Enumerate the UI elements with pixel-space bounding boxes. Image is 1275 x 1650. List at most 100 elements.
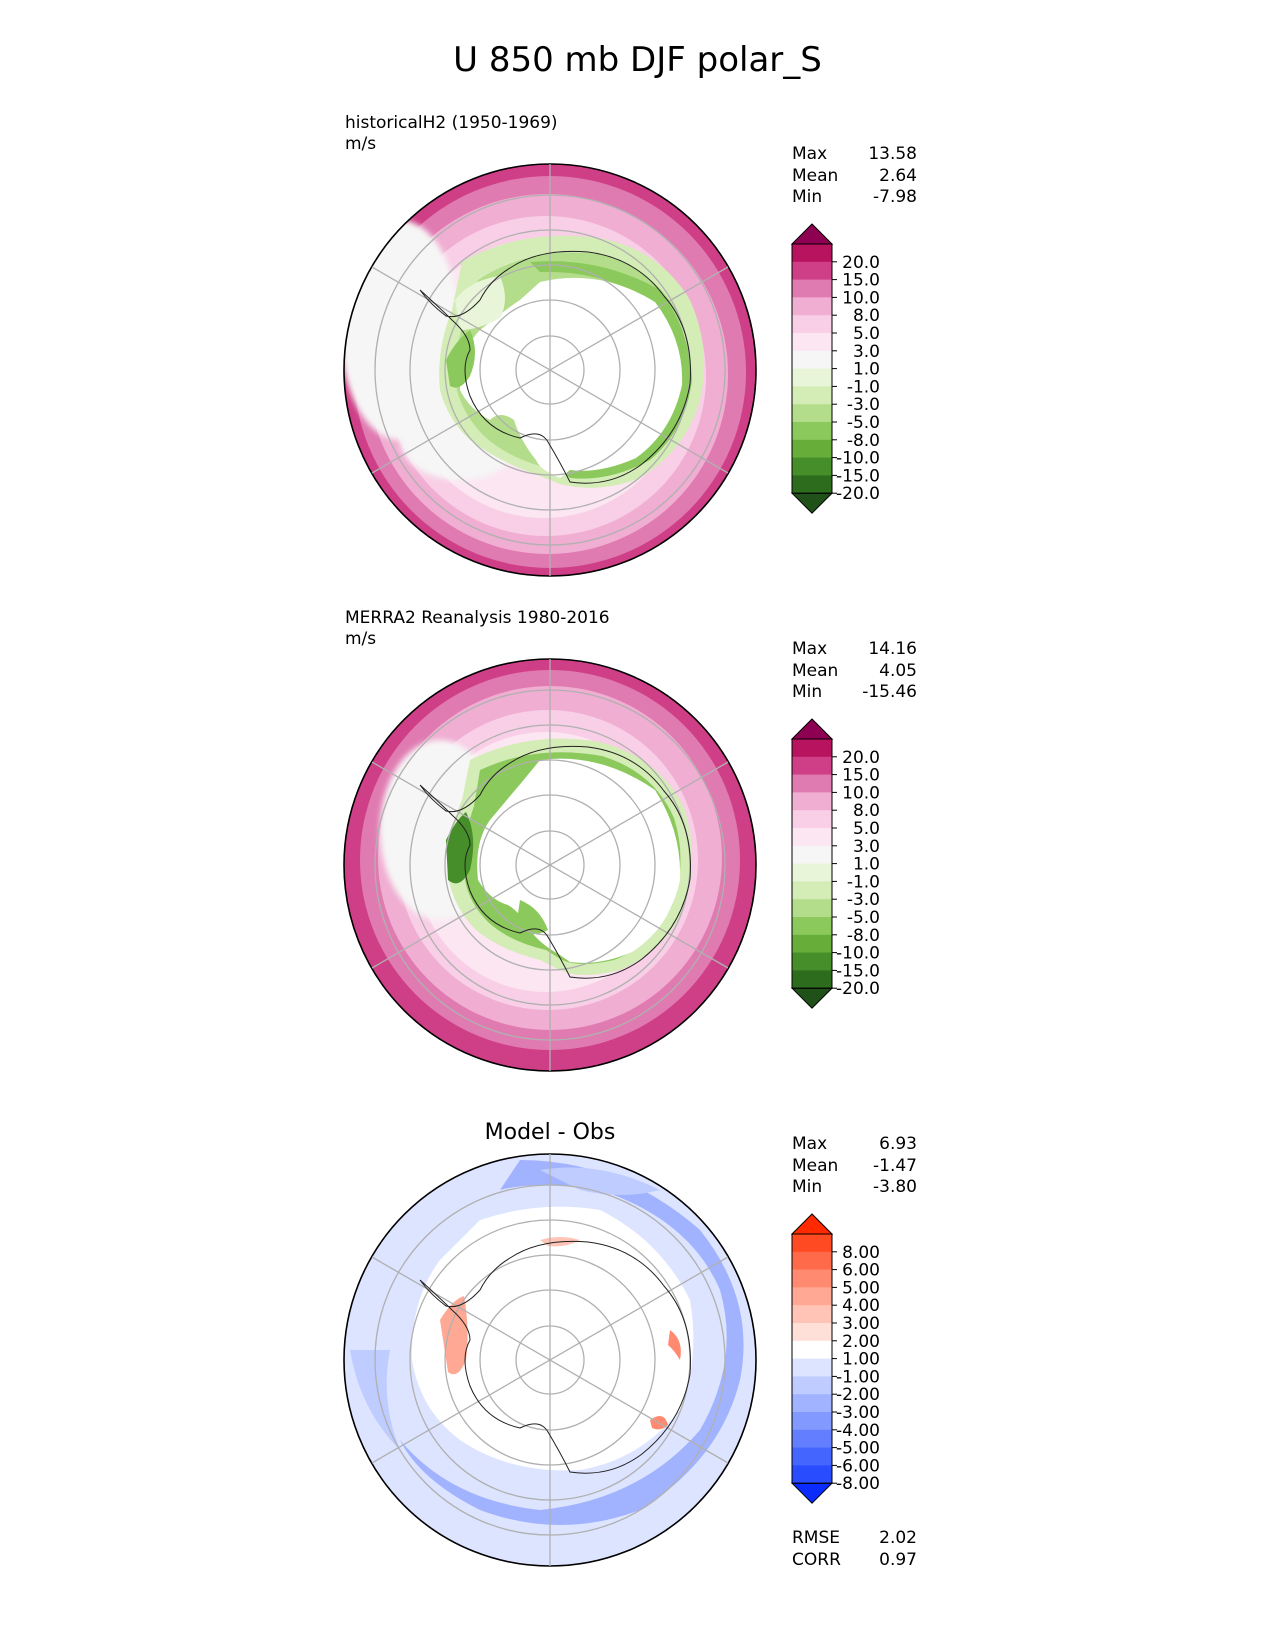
colorbar-tick-label: -20.0	[836, 484, 880, 504]
colorbar-segment	[792, 1358, 832, 1377]
colorbar-segment	[792, 899, 832, 918]
stat-name: Max	[792, 639, 828, 659]
colorbar-segment	[792, 1394, 832, 1413]
colorbar-tick-label: 8.0	[853, 306, 880, 326]
colorbar-segment	[792, 261, 832, 281]
panel-1-units: m/s	[345, 134, 377, 154]
panel-1-stats: Max 13.58 Mean 2.64 Min -7.98	[792, 144, 917, 209]
colorbar-tick-label: 1.0	[853, 855, 880, 875]
panel-2-stats: Max 14.16 Mean 4.05 Min -15.46	[792, 639, 917, 704]
colorbar-segment	[792, 1287, 832, 1306]
colorbar-tick-label: -1.0	[847, 377, 880, 397]
colorbar-segment	[792, 863, 832, 882]
colorbar-segment	[792, 845, 832, 865]
colorbar-segment	[792, 917, 832, 936]
panel-1-title: historicalH2 (1950-1969)	[345, 113, 558, 133]
colorbar-segment	[792, 810, 832, 829]
colorbar-tick-label: -5.0	[847, 413, 880, 433]
panel-2-label: MERRA2 Reanalysis 1980-2016 m/s	[345, 608, 610, 650]
colorbar-tick-label: 2.00	[842, 1332, 880, 1352]
stat-value: -15.46	[862, 682, 917, 702]
figure-title: U 850 mb DJF polar_S	[453, 40, 822, 80]
colorbar-segment	[792, 404, 832, 423]
colorbar-segment	[792, 1376, 832, 1395]
colorbar-segment	[792, 475, 832, 494]
colorbar-tick-label: -10.0	[836, 449, 880, 469]
colorbar-tick-label: -1.00	[836, 1367, 880, 1387]
stat-name: Max	[792, 144, 828, 164]
colorbar-segment	[792, 279, 832, 298]
stat-name: Min	[792, 1177, 823, 1197]
colorbar-segment	[792, 774, 832, 793]
colorbar-tick-label: -15.0	[836, 961, 880, 981]
colorbar-tick-label: -5.0	[847, 908, 880, 928]
stat-name: Max	[792, 1134, 828, 1154]
colorbar-segment	[792, 422, 832, 441]
colorbar-tick-label: -5.00	[836, 1439, 880, 1459]
polar-map-difference	[343, 1153, 757, 1567]
colorbar-tick-label: -10.0	[836, 944, 880, 964]
colorbar-historical: 20.015.010.08.05.03.01.0-1.0-3.0-5.0-8.0…	[790, 223, 880, 514]
metric-value: 2.02	[879, 1528, 917, 1548]
colorbar-tick-label: 20.0	[842, 748, 880, 768]
colorbar-segment	[792, 315, 832, 334]
stat-value: -3.80	[873, 1177, 917, 1197]
colorbar-segment	[792, 1340, 832, 1360]
colorbar-tick-label: 1.00	[842, 1350, 880, 1370]
colorbar-tick-label: 4.00	[842, 1296, 880, 1316]
colorbar-tick-label: -1.0	[847, 872, 880, 892]
stat-value: -7.98	[873, 187, 917, 207]
colorbar-tick-label: 6.00	[842, 1261, 880, 1281]
colorbar-extend-max	[790, 718, 834, 740]
colorbar-tick-label: -8.0	[847, 926, 880, 946]
colorbar-segment	[792, 1305, 832, 1324]
colorbar-segment	[792, 756, 832, 776]
colorbar-extend-max	[790, 1213, 834, 1235]
stat-value: 2.64	[879, 165, 917, 186]
colorbar-difference: 8.006.005.004.003.002.001.00-1.00-2.00-3…	[790, 1213, 880, 1504]
colorbar-segment	[792, 439, 832, 459]
colorbar-extend-min	[790, 492, 834, 514]
colorbar-segment	[792, 934, 832, 954]
colorbar-segment	[792, 1251, 832, 1271]
colorbar-tick-label: 1.0	[853, 360, 880, 380]
colorbar-extend-min	[790, 1482, 834, 1504]
stat-value: 13.58	[868, 144, 917, 164]
stat-value: 4.05	[879, 660, 917, 681]
colorbar-segment	[792, 350, 832, 370]
panel-3-title: Model - Obs	[484, 1120, 616, 1145]
colorbar-segment	[792, 368, 832, 387]
colorbar-segment	[792, 244, 832, 263]
colorbar-tick-label: -8.0	[847, 431, 880, 451]
colorbar-segment	[792, 386, 832, 405]
stat-value: 14.16	[868, 639, 917, 659]
panel-2-units: m/s	[345, 629, 377, 649]
stat-name: Mean	[792, 165, 839, 186]
colorbar-tick-label: 3.0	[853, 342, 880, 362]
stat-name: Min	[792, 682, 823, 702]
colorbar-segment	[792, 333, 832, 352]
colorbar-tick-label: -20.0	[836, 979, 880, 999]
colorbar-segment	[792, 792, 832, 811]
stat-name: Mean	[792, 1155, 839, 1176]
colorbar-tick-label: -2.00	[836, 1385, 880, 1405]
colorbar-segment	[792, 1234, 832, 1253]
colorbar-segment	[792, 828, 832, 847]
panel-3-stats: Max 6.93 Mean -1.47 Min -3.80	[792, 1134, 917, 1199]
stat-value: 6.93	[879, 1134, 917, 1154]
colorbar-extend-min	[790, 987, 834, 1009]
colorbar-tick-label: 5.00	[842, 1278, 880, 1298]
colorbar-tick-label: 3.0	[853, 837, 880, 857]
colorbar-tick-label: -3.0	[847, 395, 880, 415]
panel-1-label: historicalH2 (1950-1969) m/s	[345, 113, 558, 155]
colorbar-segment	[792, 952, 832, 971]
colorbar-tick-label: -8.00	[836, 1474, 880, 1494]
colorbar-segment	[792, 970, 832, 989]
colorbar-tick-label: -15.0	[836, 466, 880, 486]
colorbar-extend-max	[790, 223, 834, 245]
colorbar-segment	[792, 1429, 832, 1449]
colorbar-segment	[792, 1412, 832, 1431]
colorbar-tick-label: 5.0	[853, 324, 880, 344]
metric-value: 0.97	[879, 1549, 917, 1570]
